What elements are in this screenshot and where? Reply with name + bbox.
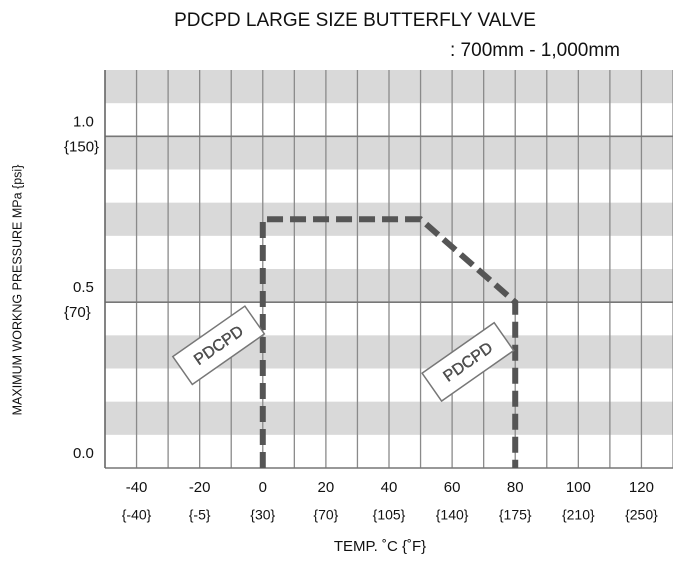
x-tick-label: 0 [259,479,267,496]
y-tick-label: 0.0 [73,445,94,462]
y-tick-label: {70} [64,304,91,321]
x-tick-label: 40 [381,479,398,496]
annotation-box [171,305,266,386]
chart-title: PDCPD LARGE SIZE BUTTERFLY VALVE [174,10,536,31]
x-tick-label: {175} [499,507,532,523]
x-tick-label: {210} [562,507,595,523]
x-tick-label: 60 [444,479,461,496]
x-tick-label: {30} [250,507,275,523]
chart-subtitle: : 700mm - 1,000mm [450,40,620,61]
annotation-box [421,321,515,403]
x-tick-label: {-40} [122,507,152,523]
y-tick-label: {150} [64,138,99,155]
x-tick-label: {105} [373,507,406,523]
x-tick-label: 100 [566,479,591,496]
x-tick-label: {140} [436,507,469,523]
x-tick-label: 80 [507,479,524,496]
x-tick-label: 120 [629,479,654,496]
x-tick-label: {70} [313,507,338,523]
y-axis-label: MAXIMUM WORKNG PRESSURE MPa {psi} [10,165,24,416]
x-tick-label: -40 [126,479,148,496]
x-tick-label: {250} [625,507,658,523]
x-axis-label: TEMP. ˚C {˚F} [334,538,426,555]
y-tick-label: 1.0 [73,113,94,130]
x-tick-label: {-5} [189,507,211,523]
y-tick-label: 0.5 [73,279,94,296]
x-tick-label: 20 [318,479,335,496]
x-tick-label: -20 [189,479,211,496]
series-line [259,216,519,468]
